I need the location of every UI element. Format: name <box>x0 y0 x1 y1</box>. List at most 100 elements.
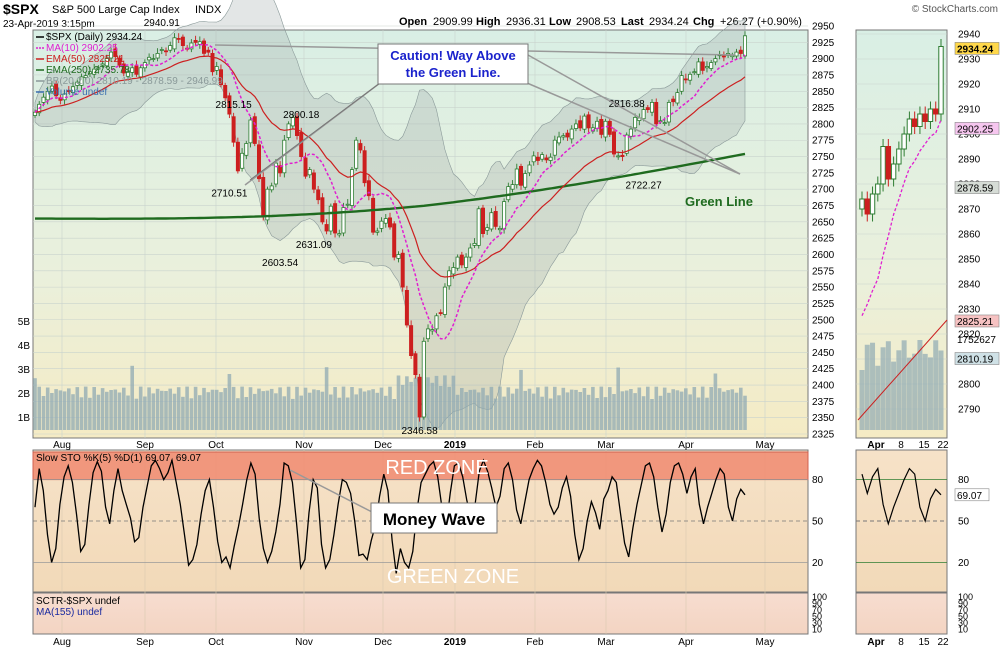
x-axis-ticks: Aug Aug Sep Sep Oct Oct Nov Nov Dec Dec 2019 2019 Fe… <box>53 440 774 648</box>
sctr-tick-label: 90 <box>812 599 822 609</box>
candle-body <box>738 49 743 54</box>
volume-bar <box>595 398 599 430</box>
candle-body <box>278 165 283 174</box>
green-line-label: Green Line <box>685 194 753 209</box>
candle-body <box>713 58 718 63</box>
volume-bar <box>227 374 232 430</box>
y-tick-label: 2450 <box>812 348 835 359</box>
candle-body <box>358 143 363 151</box>
caution-box <box>377 43 529 85</box>
candle-body <box>616 155 621 158</box>
volume-bar <box>50 393 54 430</box>
candle-body <box>286 123 291 139</box>
candle-body <box>561 135 566 138</box>
volume-bar <box>231 386 236 430</box>
candle-body <box>210 53 215 73</box>
chg-value: +26.27 (+0.90%) <box>720 16 802 28</box>
legend-label: EMA(50) 2825.21 <box>46 54 125 65</box>
volume-bar <box>375 392 380 430</box>
volume-bar <box>126 395 130 430</box>
volume-bar <box>654 386 659 430</box>
candle-body <box>540 154 545 160</box>
candle-body <box>345 203 350 206</box>
volume-tick-label: 1B <box>18 413 31 424</box>
candle-body <box>409 325 414 357</box>
volume-bar <box>265 390 270 430</box>
volume-bar <box>172 393 177 430</box>
volume-bar <box>396 375 401 430</box>
y-tick-label: 2375 <box>812 397 835 408</box>
x-tick-label: Oct <box>208 637 224 648</box>
candle-body <box>66 90 71 92</box>
closeup-sto-tick: 80 <box>958 475 970 486</box>
volume-bar <box>244 397 249 430</box>
volume-bar <box>527 388 532 430</box>
volume-bar <box>476 392 481 430</box>
candle-body <box>683 78 688 81</box>
green-zone-label: GREEN ZONE <box>387 566 519 588</box>
y-tick-label: 2350 <box>812 413 835 424</box>
volume-bar <box>515 388 519 430</box>
candle-body <box>151 58 156 60</box>
candle-body <box>413 353 418 376</box>
closeup-x-tick: 22 <box>937 440 949 451</box>
volume-bar <box>553 386 557 430</box>
candle-body <box>201 40 206 54</box>
volume-bar <box>684 388 688 430</box>
volume-bar <box>33 378 37 430</box>
closeup-y-tick-label: 2830 <box>958 305 981 316</box>
volume-bar <box>493 398 498 430</box>
closeup-volume-bar <box>891 361 897 430</box>
candle-body <box>79 76 84 86</box>
volume-bar <box>413 377 418 430</box>
y-tick-label: 2575 <box>812 266 835 277</box>
volume-bar <box>96 394 101 430</box>
candle-body <box>502 201 507 230</box>
closeup-x-tick: 8 <box>898 440 904 451</box>
y-tick-label: 2675 <box>812 201 835 212</box>
candle-body <box>535 156 540 161</box>
candle-body <box>307 169 312 176</box>
candle-body <box>544 157 549 161</box>
candle-body <box>337 233 342 236</box>
volume-tick-label: 5B <box>18 317 31 328</box>
money-wave-annotation: Money Wave <box>289 469 498 534</box>
closeup-ma10-line <box>861 119 942 316</box>
volume-bar <box>650 399 654 430</box>
volume-tick-label: 3B <box>18 365 31 376</box>
volume-bar <box>510 393 515 430</box>
volume-bar <box>722 391 726 430</box>
volume-bar <box>451 375 456 430</box>
candle-body <box>379 220 384 229</box>
volume-bar <box>236 398 240 430</box>
closeup-price <box>856 33 948 430</box>
sctr-tick-label: 50 <box>812 612 822 622</box>
volume-bar <box>548 398 553 430</box>
candle-body <box>328 205 333 232</box>
y-tick-label: 2925 <box>812 38 835 49</box>
x-tick-label: Oct <box>208 440 224 451</box>
candle-body <box>75 81 80 86</box>
closeup-candle-body <box>869 193 876 215</box>
volume-bar <box>282 396 287 430</box>
candle-body <box>425 328 430 340</box>
candle-body <box>743 35 748 57</box>
volume-bar <box>430 382 435 430</box>
closeup-x-tick: 15 <box>918 637 930 648</box>
candle-body <box>709 62 714 69</box>
legend-label: BB(20,2.0) 2810.19 - 2878.59 - 2946.99 <box>46 76 223 87</box>
closeup-price-flag <box>954 314 1000 328</box>
volume-bar <box>345 397 350 430</box>
volume-bar <box>586 394 591 430</box>
candle-body <box>290 117 295 127</box>
volume-bar <box>67 388 71 430</box>
closeup-x-tick: 15 <box>918 440 930 451</box>
volume-bar <box>481 387 485 430</box>
candle-body <box>134 65 139 75</box>
candle-body <box>240 152 245 169</box>
sto-zones <box>32 451 809 563</box>
candle-body <box>303 157 308 177</box>
volume-bar <box>646 386 650 430</box>
